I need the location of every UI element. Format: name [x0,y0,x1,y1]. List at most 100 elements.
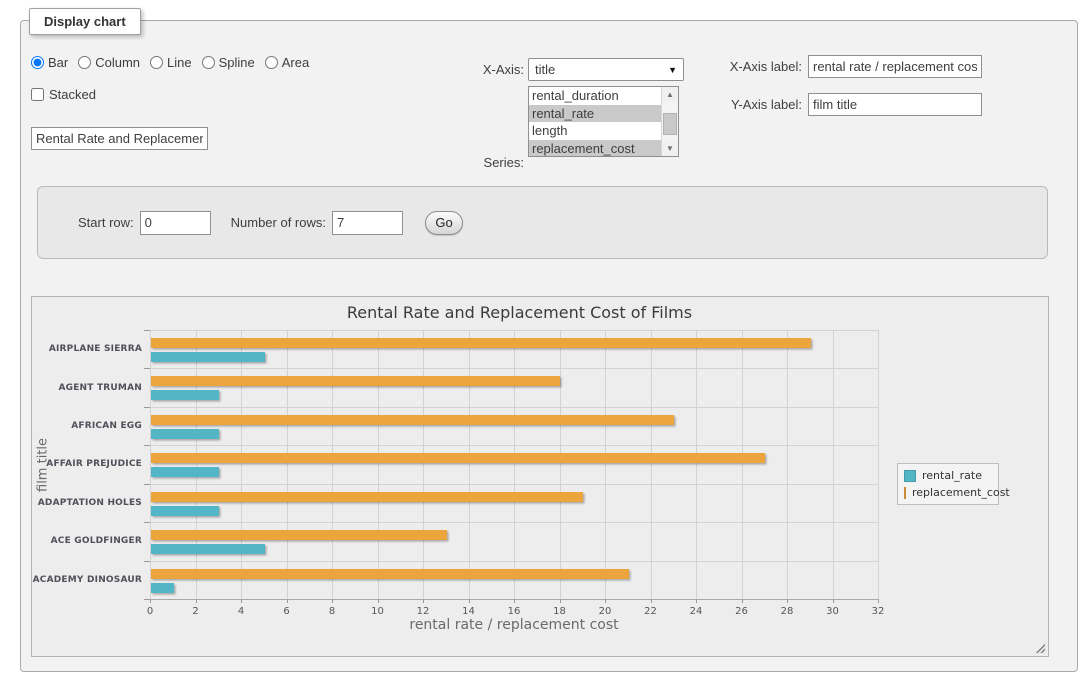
gridline [150,522,878,524]
x-tick-mark [241,599,242,603]
bar-replacement_cost[interactable] [151,376,561,387]
gridline [787,330,788,599]
gridline [195,330,197,599]
x-tick-label: 8 [328,606,336,617]
display-chart-panel: Display chart Bar Column Line Spline Area St… [20,8,1078,672]
bar-replacement_cost[interactable] [151,491,584,502]
x-tick-mark [559,599,561,603]
x-tick-mark [377,599,379,603]
x-tick-mark [696,599,697,603]
x-tick-label: 4 [237,606,245,617]
series-option-replacement_cost[interactable]: replacement_cost [529,139,661,156]
bar-rental_rate[interactable] [151,544,265,555]
chart-type-radio-area[interactable] [264,56,278,69]
gridline [150,330,151,599]
scroll-down-icon[interactable]: ▼ [662,141,678,156]
gridline [150,560,878,562]
series-scrollbar[interactable]: ▲ ▼ [661,87,678,156]
num-rows-input[interactable] [332,210,403,235]
chart-type-option-bar[interactable]: Bar [31,55,68,70]
gridline [468,330,470,599]
x-axis-label-input[interactable] [808,55,982,78]
x-tick-label: 2 [192,606,199,617]
bar-rental_rate[interactable] [151,352,265,362]
bar-rental_rate[interactable] [151,582,174,593]
x-tick-label: 14 [462,606,475,617]
series-option-length[interactable]: length [532,123,568,138]
series-option-rental_rate[interactable]: rental_rate [529,104,661,122]
y-tick-mark [144,522,150,524]
x-tick-label: 0 [146,606,154,617]
series-multiselect[interactable]: rental_duration rental_rate length replacem… [528,86,679,157]
x-tick-mark [150,599,151,603]
chart-type-radio-bar[interactable] [31,56,44,69]
stacked-checkbox[interactable] [31,88,44,101]
x-tick-mark [741,599,743,603]
category-label: AFRICAN EGG [71,421,142,432]
gridline [150,445,878,447]
x-tick-label: 32 [871,606,885,617]
start-row-label: Start row: [78,215,134,230]
stacked-option[interactable]: Stacked [31,87,96,102]
chart-type-radio-line[interactable] [150,56,164,69]
chart-type-option-spline[interactable]: Spline [201,55,255,70]
chart-type-radio-spline[interactable] [201,56,215,69]
x-tick-label: 6 [283,606,290,617]
gridline [286,330,288,599]
bar-replacement_cost[interactable] [151,414,675,425]
x-axis-select[interactable]: title ▼ [528,58,684,81]
chart-title-input[interactable] [31,127,208,150]
y-tick-mark [144,406,150,408]
chart-type-radio-column[interactable] [78,56,92,69]
chart-type-option-area[interactable]: Area [264,55,310,70]
resize-handle-icon[interactable] [1034,642,1045,653]
x-tick-mark [286,599,288,603]
x-tick-mark [423,599,424,603]
bar-replacement_cost[interactable] [151,453,766,464]
category-label: ACADEMY DINOSAUR [32,574,142,585]
chart: Rental Rate and Replacement Cost of Film… [31,296,1049,657]
gridline [150,406,878,408]
chart-type-label: Bar [48,55,69,70]
series-select-label: Series: [483,155,524,170]
chart-type-option-column[interactable]: Column [78,55,140,70]
x-tick-mark [468,599,470,603]
panel-legend: Display chart [29,8,141,35]
gridline [832,330,834,599]
legend-item-rental_rate[interactable]: rental_rate [904,469,992,482]
scroll-up-icon[interactable]: ▲ [662,87,678,102]
chart-x-axis-title: rental rate / replacement cost [409,617,619,633]
x-tick-mark [195,599,197,603]
chevron-down-icon: ▼ [668,64,677,75]
go-button[interactable]: Go [425,210,463,235]
bar-rental_rate[interactable] [151,428,220,439]
series-option-rental_duration[interactable]: rental_duration [532,88,619,103]
bar-rental_rate[interactable] [151,505,220,516]
gridline [741,330,743,599]
bar-rental_rate[interactable] [151,390,220,401]
y-axis-label-input[interactable] [808,93,982,116]
start-row-input[interactable] [139,210,211,235]
x-tick-label: 22 [644,606,657,617]
y-tick-mark [144,560,150,562]
x-tick-label: 20 [598,606,612,617]
bar-replacement_cost[interactable] [151,338,811,348]
legend-item-replacement_cost[interactable]: replacement_cost [904,486,1010,499]
bar-replacement_cost[interactable] [151,568,629,579]
gridline [377,330,379,599]
bar-replacement_cost[interactable] [151,530,447,541]
chart-type-label: Area [281,55,310,70]
x-tick-mark [514,599,515,603]
x-axis-select-label: X-Axis: [482,62,524,77]
gridline [332,330,333,599]
gridline [559,330,561,599]
scrollbar-thumb[interactable] [663,113,677,135]
chart-type-option-line[interactable]: Line [150,55,192,70]
legend-swatch-icon [904,486,906,499]
y-tick-mark [144,483,150,485]
bar-rental_rate[interactable] [151,467,220,478]
chart-legend: rental_rate replacement_cost [897,463,1010,505]
category-label: AIRPLANE SIERRA [48,344,142,355]
num-rows-label: Number of rows: [230,215,326,230]
x-tick-mark [332,599,333,603]
